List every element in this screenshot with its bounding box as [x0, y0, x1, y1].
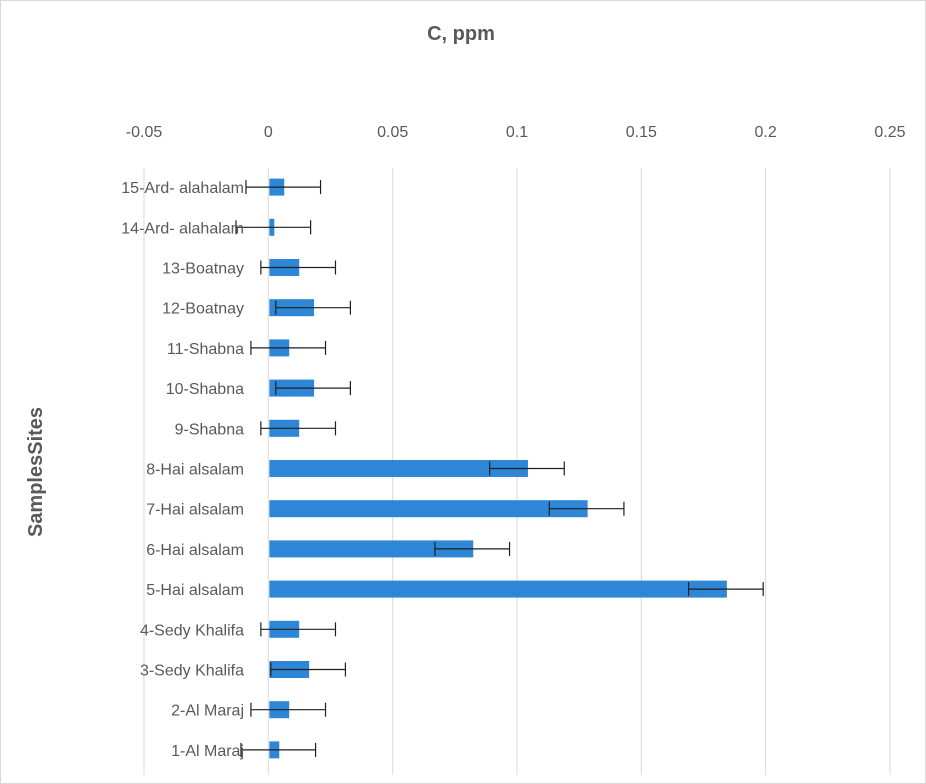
category-label: 7-Hai alsalam [146, 502, 244, 519]
chart-title: C, ppm [427, 23, 495, 45]
gridlines [143, 168, 891, 775]
category-label: 9-Shabna [175, 421, 244, 438]
category-label: 14-Ard- alahalam [121, 220, 244, 237]
x-tick-label: 0 [264, 124, 273, 141]
bar [269, 540, 474, 558]
bar [269, 500, 588, 518]
error-bars [235, 180, 764, 757]
category-label: 15-Ard- alahalam [121, 180, 244, 197]
bar [269, 460, 528, 477]
category-label: 6-Hai alsalam [146, 542, 244, 559]
x-tick-label: -0.05 [126, 124, 163, 141]
x-tick-label: 0.05 [377, 124, 408, 141]
category-label: 11-Shabna [167, 341, 244, 358]
x-tick-label: 0.25 [874, 124, 905, 141]
x-tick-label: 0.1 [506, 124, 528, 141]
category-label: 5-Hai alsalam [146, 582, 244, 599]
x-tick-labels: -0.05 0 0.05 0.1 0.15 0.2 0.25 [126, 124, 906, 141]
x-tick-label: 0.2 [755, 124, 777, 141]
category-label: 10-Shabna [166, 381, 244, 398]
x-tick-label: 0.15 [626, 124, 657, 141]
category-label: 12-Boatnay [162, 301, 244, 318]
y-axis-label: SamplesSites [25, 407, 47, 537]
category-label: 8-Hai alsalam [146, 462, 244, 479]
category-label: 13-Boatnay [162, 261, 244, 278]
category-labels: 1-Al Maraj 2-Al Maraj 3-Sedy Khalifa 4-Sedy… [121, 180, 244, 760]
category-label: 1-Al Maraj [171, 743, 244, 760]
category-label: 4-Sedy Khalifa [140, 622, 244, 639]
category-label: 2-Al Maraj [171, 703, 244, 720]
bar [269, 580, 727, 598]
category-label: 3-Sedy Khalifa [140, 663, 244, 680]
